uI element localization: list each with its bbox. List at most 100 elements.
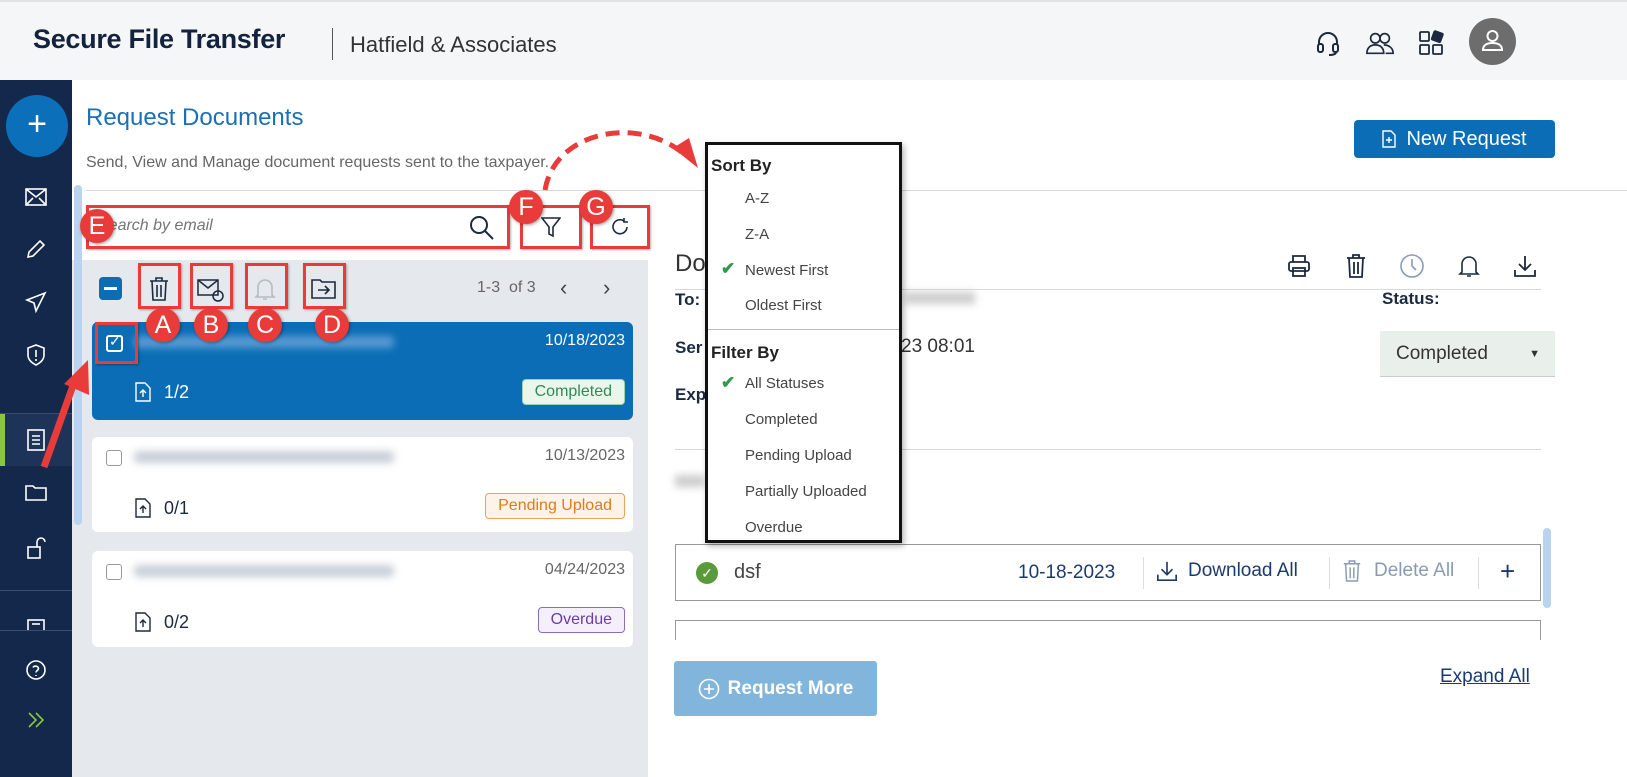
refresh-icon — [612, 218, 628, 235]
upload-file-icon — [135, 612, 151, 632]
expand-all-link[interactable]: Expand All — [1440, 666, 1530, 687]
folder-icon[interactable] — [22, 478, 50, 506]
menu-item-newest-first[interactable]: Newest First — [745, 262, 829, 279]
annotation-badge-g: G — [579, 190, 613, 224]
email-redacted — [134, 451, 394, 463]
status-badge: Overdue — [537, 607, 625, 633]
request-more-label: Request More — [727, 677, 854, 699]
upload-count: 0/2 — [164, 612, 190, 632]
firm-name: Hatfield & Associates — [350, 32, 557, 57]
arrow-head — [673, 138, 698, 168]
document-name: dsf — [734, 561, 761, 583]
upload-file-icon — [135, 382, 151, 402]
expand-icon[interactable] — [22, 706, 50, 734]
delete-all-button[interactable]: Delete All — [1342, 559, 1454, 583]
delete-icon[interactable] — [148, 276, 170, 307]
document-icon[interactable] — [22, 426, 50, 454]
document-row[interactable]: ✓ dsf 10-18-2023 Download All Delete All… — [675, 544, 1541, 601]
menu-item-pending-upload[interactable]: Pending Upload — [745, 447, 852, 464]
email-redacted — [905, 292, 975, 304]
unlock-icon[interactable] — [22, 534, 50, 562]
filter-by-heading: Filter By — [711, 343, 780, 362]
scrollbar[interactable] — [74, 185, 82, 525]
divider — [0, 413, 72, 414]
headset-icon[interactable] — [1313, 28, 1343, 58]
pagination-label: 1-3 of 3 — [477, 279, 536, 296]
annotation-badge-b: B — [194, 308, 228, 342]
menu-item-a-z[interactable]: A-Z — [745, 190, 770, 207]
detail-title: Do — [675, 250, 706, 277]
avatar[interactable] — [1469, 18, 1516, 65]
send-icon[interactable] — [22, 288, 50, 316]
status-badge: Pending Upload — [485, 493, 625, 519]
search-field[interactable] — [98, 217, 458, 235]
download-all-label: Download All — [1188, 560, 1298, 581]
caret-down-icon: ▼ — [1529, 347, 1540, 360]
help-icon[interactable] — [22, 656, 50, 684]
users-icon[interactable] — [1365, 28, 1395, 58]
download-all-button[interactable]: Download All — [1156, 560, 1298, 582]
download-icon — [1157, 561, 1177, 581]
annotation-badge-e: E — [80, 209, 114, 243]
divider — [0, 630, 72, 631]
document-row[interactable] — [675, 620, 1541, 640]
divider — [708, 329, 899, 330]
menu-item-oldest-first[interactable]: Oldest First — [745, 297, 822, 314]
list-item[interactable]: ✓ 10/18/2023 1/2 Completed — [92, 322, 633, 420]
annotation-box — [86, 205, 510, 249]
bell-icon[interactable] — [1458, 253, 1480, 284]
annotation-badge-c: C — [248, 308, 282, 342]
new-icon[interactable]: + — [6, 95, 68, 157]
sent-label: Ser — [675, 338, 703, 357]
file-plus-icon — [1382, 130, 1397, 148]
download-icon[interactable] — [1513, 254, 1537, 283]
divider — [0, 590, 72, 591]
sort-filter-menu: Sort By A-Z Z-A ✔ Newest First Oldest Fi… — [705, 142, 902, 543]
edit-icon[interactable] — [22, 235, 50, 263]
print-icon[interactable] — [1287, 254, 1311, 283]
next-page-icon[interactable]: › — [603, 275, 611, 300]
annotation-box — [95, 322, 138, 364]
shield-icon[interactable] — [22, 341, 50, 369]
annotation-badge-f: F — [509, 190, 543, 224]
row-checkbox[interactable] — [106, 450, 122, 466]
menu-item-overdue[interactable]: Overdue — [745, 519, 803, 536]
redacted-text — [675, 475, 705, 487]
prev-page-icon[interactable]: ‹ — [560, 275, 568, 300]
move-folder-icon[interactable] — [311, 277, 337, 306]
request-date: 04/24/2023 — [544, 561, 625, 578]
apps-icon[interactable] — [1417, 28, 1447, 58]
menu-item-partially-uploaded[interactable]: Partially Uploaded — [745, 483, 867, 500]
search-icon[interactable] — [469, 215, 495, 241]
upload-count: 0/1 — [164, 498, 190, 518]
annotation-box — [590, 205, 650, 249]
annotation-box — [303, 263, 346, 309]
list-item[interactable]: 04/24/2023 0/2 Overdue — [92, 551, 633, 647]
menu-item-all-statuses[interactable]: All Statuses — [745, 375, 825, 392]
divider — [1143, 557, 1144, 589]
list-item[interactable]: 10/13/2023 0/1 Pending Upload — [92, 437, 633, 532]
scrollbar[interactable] — [1543, 528, 1551, 608]
reminder-icon[interactable] — [254, 276, 276, 307]
check-circle-icon: ✓ — [696, 562, 718, 584]
status-label: Status: — [1382, 289, 1440, 308]
select-all-checkbox[interactable] — [99, 277, 122, 300]
request-more-button[interactable]: Request More — [674, 661, 877, 716]
expiry-label: Exp — [675, 385, 707, 404]
history-icon[interactable] — [1399, 253, 1425, 284]
annotation-box — [138, 263, 181, 309]
delete-request-icon[interactable] — [1345, 253, 1367, 284]
annotation-badge-a: A — [146, 308, 180, 342]
row-checkbox[interactable] — [106, 564, 122, 580]
form-icon[interactable] — [22, 616, 50, 630]
new-request-button[interactable]: New Request — [1354, 120, 1555, 158]
expand-row-icon[interactable]: + — [1500, 556, 1516, 586]
menu-item-z-a[interactable]: Z-A — [745, 226, 770, 243]
menu-item-completed[interactable]: Completed — [745, 411, 818, 428]
status-dropdown[interactable]: Completed ▼ — [1380, 331, 1555, 377]
resend-icon[interactable] — [197, 277, 225, 308]
annotation-box — [245, 263, 288, 309]
new-request-label: New Request — [1406, 127, 1527, 150]
mail-icon[interactable] — [22, 183, 50, 211]
row-checkbox[interactable]: ✓ — [106, 333, 123, 352]
